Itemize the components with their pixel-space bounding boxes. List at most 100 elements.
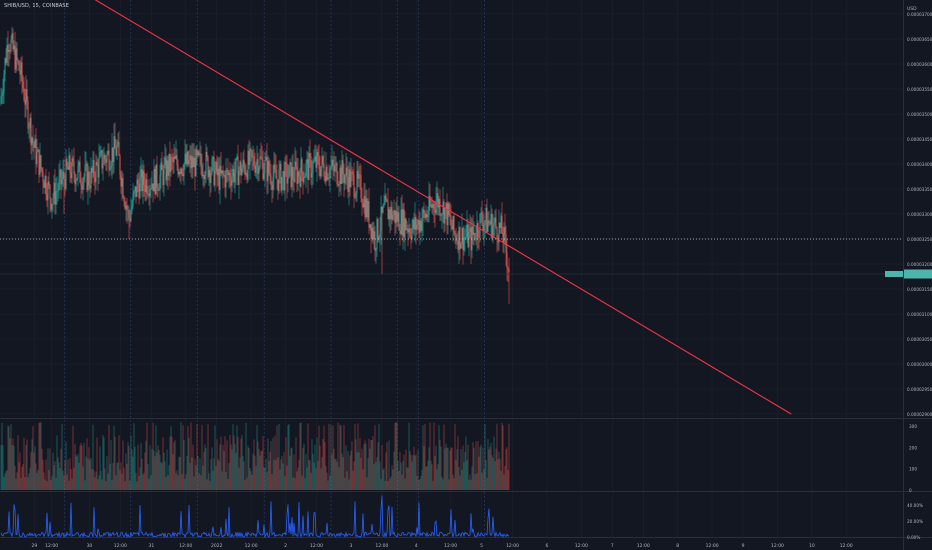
candle-body bbox=[253, 156, 255, 166]
candle-body bbox=[504, 227, 506, 235]
volume-bar bbox=[470, 479, 472, 490]
volume-bar bbox=[84, 480, 86, 490]
candle-body bbox=[321, 156, 323, 167]
volume-bar bbox=[140, 442, 142, 490]
time-tick-label: 31 bbox=[148, 543, 154, 549]
volume-bar bbox=[400, 462, 402, 490]
candle-body bbox=[286, 164, 288, 184]
volume-bar bbox=[499, 458, 501, 490]
volume-bar bbox=[341, 453, 343, 490]
volume-bar bbox=[478, 456, 480, 490]
volume-bar bbox=[497, 459, 499, 490]
candle-body bbox=[210, 173, 212, 183]
volume-bar bbox=[23, 437, 25, 490]
volume-bar bbox=[431, 464, 433, 490]
volume-bar bbox=[54, 461, 56, 490]
volume-bar bbox=[80, 442, 82, 490]
candle-body bbox=[406, 228, 408, 230]
candle-body bbox=[228, 172, 230, 176]
candle-body bbox=[427, 215, 429, 218]
candle-body bbox=[498, 222, 500, 243]
candle-body bbox=[376, 219, 378, 249]
volume-bar bbox=[479, 447, 481, 490]
volume-bar bbox=[378, 424, 380, 490]
candle-body bbox=[192, 156, 194, 168]
candle-body bbox=[17, 59, 19, 62]
volume-bar bbox=[19, 452, 21, 490]
volume-bar bbox=[163, 452, 165, 490]
candle-body bbox=[491, 213, 493, 239]
volume-bar bbox=[191, 457, 193, 490]
volume-bar bbox=[245, 422, 247, 490]
volume-bar bbox=[346, 471, 348, 490]
candle-body bbox=[295, 161, 297, 167]
candle-body bbox=[240, 161, 242, 176]
volume-bar bbox=[21, 466, 23, 490]
volume-bar bbox=[380, 478, 382, 490]
volume-bar bbox=[325, 465, 327, 490]
candle-body bbox=[230, 180, 232, 186]
volume-bar bbox=[86, 438, 88, 490]
volume-bar bbox=[20, 477, 22, 490]
candle-body bbox=[174, 156, 176, 159]
volume-bar bbox=[143, 472, 145, 490]
volume-bar bbox=[123, 468, 125, 490]
volume-bar bbox=[224, 436, 226, 490]
volume-bar bbox=[260, 451, 262, 490]
volume-bar bbox=[76, 456, 78, 490]
candle-body bbox=[95, 162, 97, 183]
candle-body bbox=[382, 206, 384, 213]
candle-body bbox=[487, 220, 489, 232]
volume-bar bbox=[145, 440, 147, 490]
time-tick-label: 12:00 bbox=[706, 543, 719, 549]
volume-bar bbox=[248, 447, 250, 490]
candle-body bbox=[158, 190, 160, 191]
candle-body bbox=[349, 169, 351, 187]
volume-bar bbox=[302, 447, 304, 490]
volume-bar bbox=[258, 449, 260, 490]
volume-bar bbox=[106, 456, 108, 490]
volume-bar bbox=[57, 457, 59, 490]
volume-bar bbox=[504, 465, 506, 490]
candle-body bbox=[394, 210, 396, 224]
volume-bar bbox=[482, 447, 484, 490]
volume-bar bbox=[416, 475, 418, 490]
candle-body bbox=[489, 222, 491, 225]
candle-body bbox=[173, 156, 175, 163]
candle-body bbox=[505, 234, 507, 253]
candle-body bbox=[357, 170, 359, 179]
volume-bar bbox=[179, 457, 181, 490]
candle-body bbox=[478, 236, 480, 238]
candle-body bbox=[287, 178, 289, 184]
volume-bar bbox=[67, 459, 69, 490]
volume-bar bbox=[225, 471, 227, 490]
candle-body bbox=[92, 159, 94, 173]
volume-bar bbox=[366, 477, 368, 490]
volume-bar bbox=[199, 458, 201, 490]
volume-bar bbox=[276, 425, 278, 490]
volume-bar bbox=[43, 472, 45, 490]
candle-body bbox=[80, 182, 82, 187]
candle-body bbox=[473, 232, 475, 235]
candle-body bbox=[181, 168, 183, 174]
candle-body bbox=[86, 163, 88, 191]
volume-bar bbox=[493, 436, 495, 490]
price-tick-label: 0.00003250 bbox=[907, 237, 932, 242]
volume-bar bbox=[118, 435, 120, 490]
indicator-tick-label: 0.00% bbox=[907, 535, 920, 540]
volume-bar bbox=[488, 449, 490, 490]
volume-bar bbox=[200, 475, 202, 490]
candle-body bbox=[190, 155, 192, 169]
candle-body bbox=[182, 173, 184, 177]
candle-body bbox=[399, 230, 401, 234]
volume-bar bbox=[257, 441, 259, 490]
volume-bar bbox=[168, 465, 170, 490]
candle-body bbox=[99, 152, 101, 158]
volume-bar bbox=[241, 434, 243, 490]
volume-bar bbox=[66, 474, 68, 490]
volume-bar bbox=[464, 451, 466, 490]
candle-body bbox=[274, 164, 276, 170]
